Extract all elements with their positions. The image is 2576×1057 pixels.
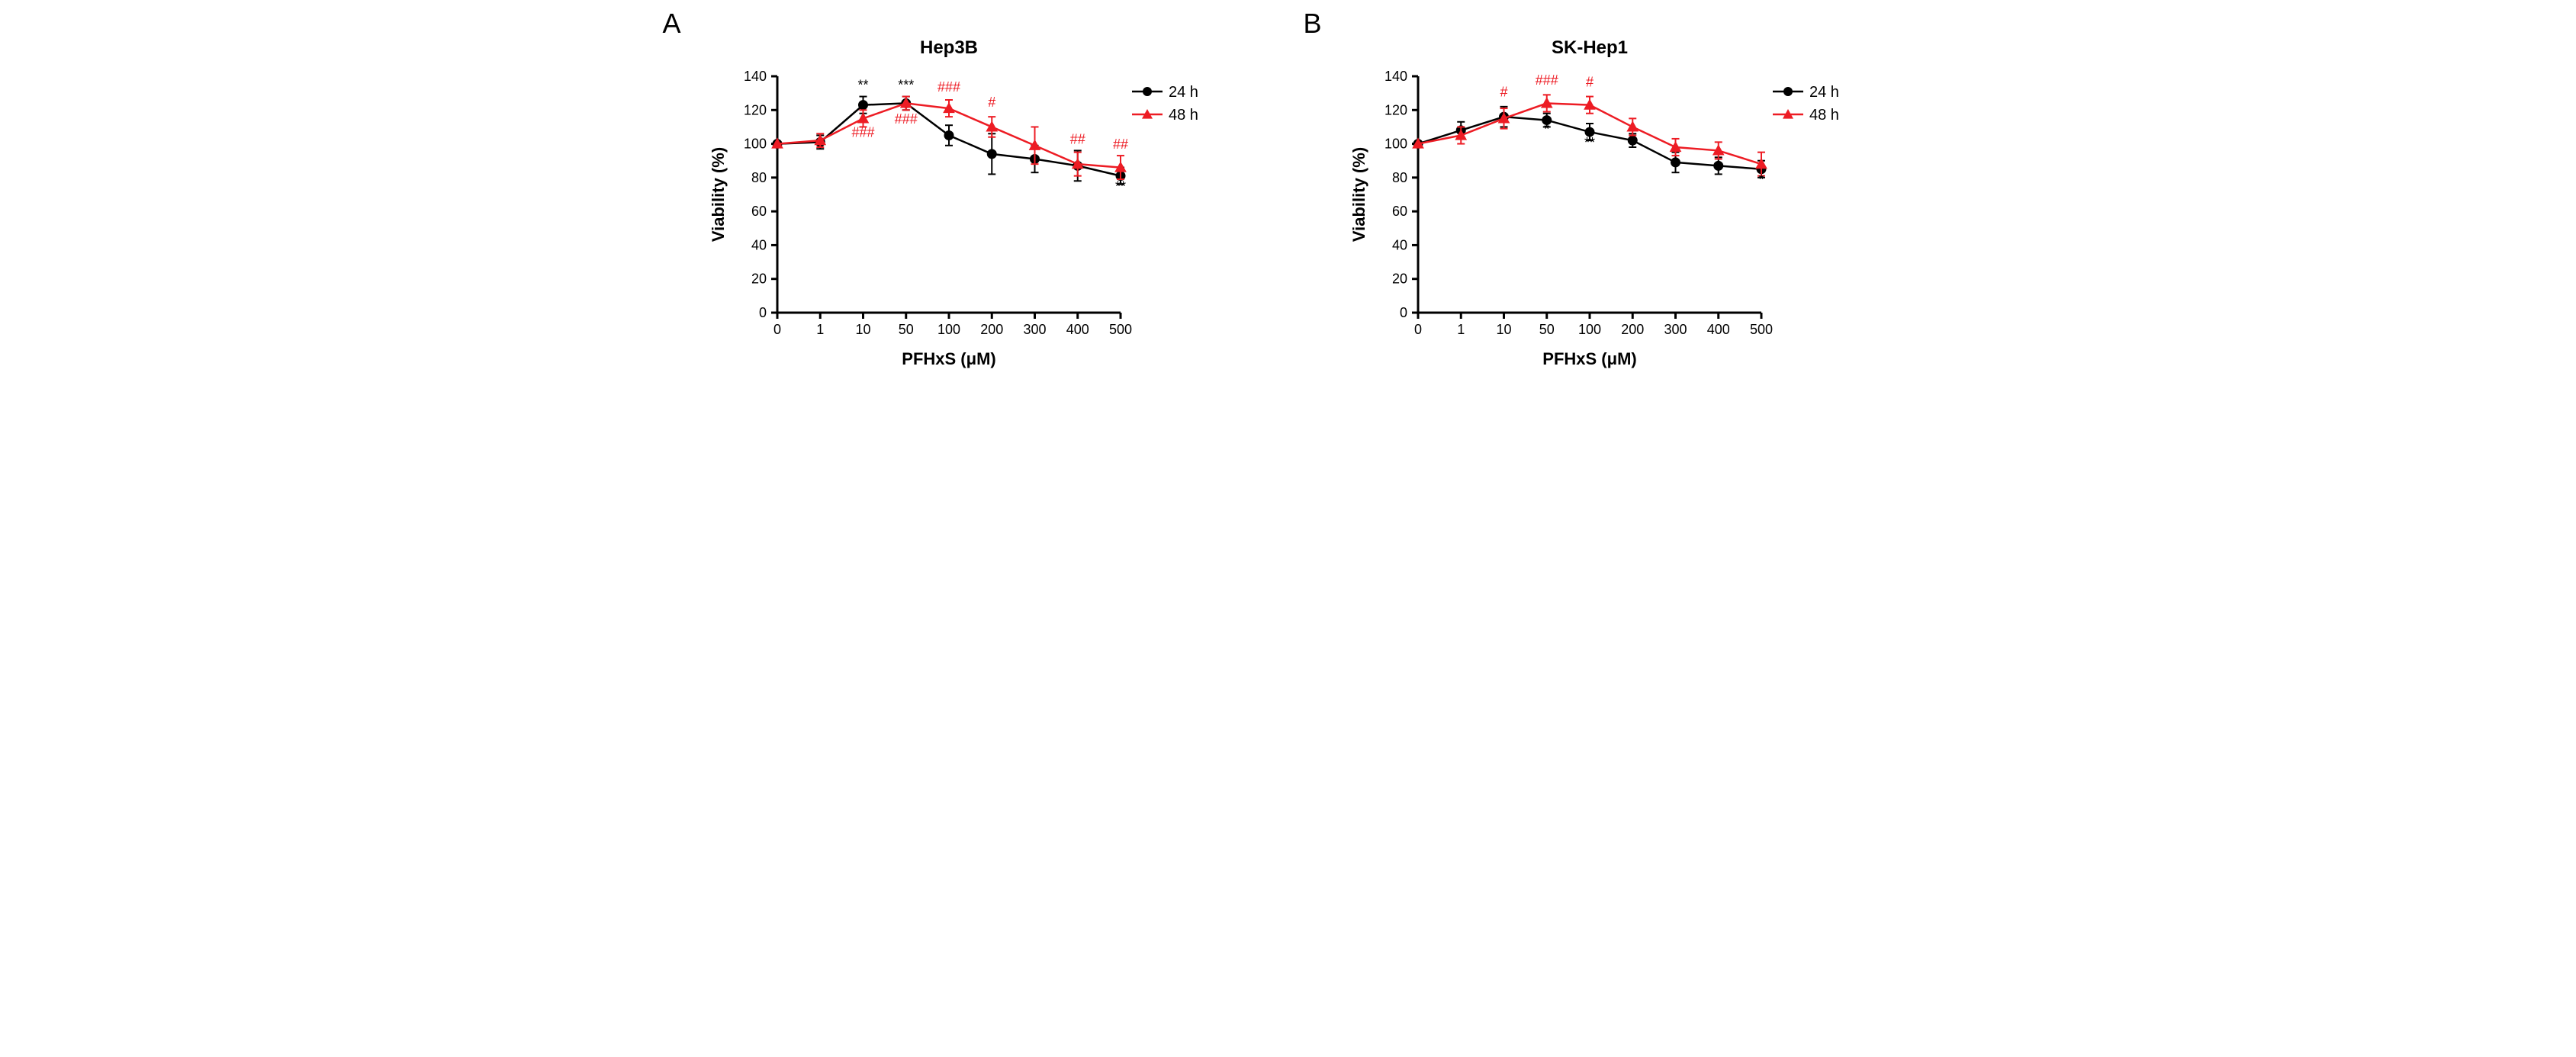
svg-text:*: * xyxy=(1544,121,1549,137)
svg-text:200: 200 xyxy=(980,322,1003,337)
svg-text:50: 50 xyxy=(898,322,913,337)
svg-text:48 h: 48 h xyxy=(1169,107,1198,124)
svg-text:140: 140 xyxy=(743,69,766,84)
svg-text:1: 1 xyxy=(816,322,824,337)
svg-text:0: 0 xyxy=(1413,322,1421,337)
svg-text:*: * xyxy=(1758,172,1764,188)
svg-text:###: ### xyxy=(937,79,960,95)
svg-text:1: 1 xyxy=(1457,322,1465,337)
svg-text:60: 60 xyxy=(751,204,766,219)
svg-text:200: 200 xyxy=(1621,322,1644,337)
svg-text:24 h: 24 h xyxy=(1809,84,1839,101)
svg-text:400: 400 xyxy=(1066,322,1089,337)
svg-text:300: 300 xyxy=(1664,322,1687,337)
svg-text:##: ## xyxy=(1069,132,1085,147)
svg-text:20: 20 xyxy=(1391,271,1407,287)
svg-text:120: 120 xyxy=(1384,102,1407,117)
svg-text:400: 400 xyxy=(1706,322,1729,337)
svg-text:Hep3B: Hep3B xyxy=(919,37,977,58)
panel-label-b: B xyxy=(1304,8,1322,40)
svg-text:PFHxS (μM): PFHxS (μM) xyxy=(902,349,995,368)
svg-text:PFHxS (μM): PFHxS (μM) xyxy=(1542,349,1636,368)
svg-text:#: # xyxy=(1500,85,1507,100)
chart-skhep1: 0 20 40 60 80 100 120 140 0 1 10 50 100 200 300 400 500 S… xyxy=(1334,15,1883,397)
panel-a: A 02040608010012014001105010020030040050… xyxy=(693,15,1243,397)
svg-text:24 h: 24 h xyxy=(1169,84,1198,101)
svg-text:#: # xyxy=(1585,74,1593,89)
svg-text:###: ### xyxy=(851,125,874,140)
svg-text:0: 0 xyxy=(758,305,766,320)
svg-text:Viability (%): Viability (%) xyxy=(1349,147,1368,242)
svg-text:100: 100 xyxy=(937,322,960,337)
panel-b: B 02040608010012014001105010020030040050… xyxy=(1334,15,1883,397)
svg-text:20: 20 xyxy=(751,271,766,287)
svg-text:500: 500 xyxy=(1749,322,1772,337)
svg-text:##: ## xyxy=(1112,137,1127,152)
svg-text:**: ** xyxy=(1114,179,1125,194)
svg-text:#: # xyxy=(988,95,995,110)
svg-text:***: *** xyxy=(898,78,914,93)
svg-text:###: ### xyxy=(1535,72,1558,88)
panel-label-a: A xyxy=(663,8,681,40)
svg-text:100: 100 xyxy=(743,137,766,152)
figure-container: A 02040608010012014001105010020030040050… xyxy=(15,15,2561,397)
svg-text:100: 100 xyxy=(1384,137,1407,152)
svg-text:**: ** xyxy=(857,78,868,93)
svg-text:SK-Hep1: SK-Hep1 xyxy=(1551,37,1627,58)
svg-text:40: 40 xyxy=(751,237,766,252)
svg-text:Viability (%): Viability (%) xyxy=(709,147,728,242)
svg-text:50: 50 xyxy=(1539,322,1554,337)
svg-text:60: 60 xyxy=(1391,204,1407,219)
svg-text:40: 40 xyxy=(1391,237,1407,252)
svg-text:10: 10 xyxy=(855,322,870,337)
svg-text:###: ### xyxy=(894,111,917,127)
svg-text:120: 120 xyxy=(743,102,766,117)
svg-text:48 h: 48 h xyxy=(1809,107,1839,124)
svg-text:300: 300 xyxy=(1023,322,1046,337)
svg-text:80: 80 xyxy=(1391,170,1407,185)
svg-text:80: 80 xyxy=(751,170,766,185)
svg-text:10: 10 xyxy=(1496,322,1511,337)
svg-text:**: ** xyxy=(1584,135,1594,150)
chart-hep3b: 0 20 40 60 80 100 120 140 0 1 10 50 100 200 300 400 500 H… xyxy=(693,15,1243,397)
svg-text:100: 100 xyxy=(1577,322,1600,337)
svg-text:500: 500 xyxy=(1108,322,1131,337)
svg-text:140: 140 xyxy=(1384,69,1407,84)
svg-text:0: 0 xyxy=(1399,305,1407,320)
svg-text:0: 0 xyxy=(773,322,780,337)
